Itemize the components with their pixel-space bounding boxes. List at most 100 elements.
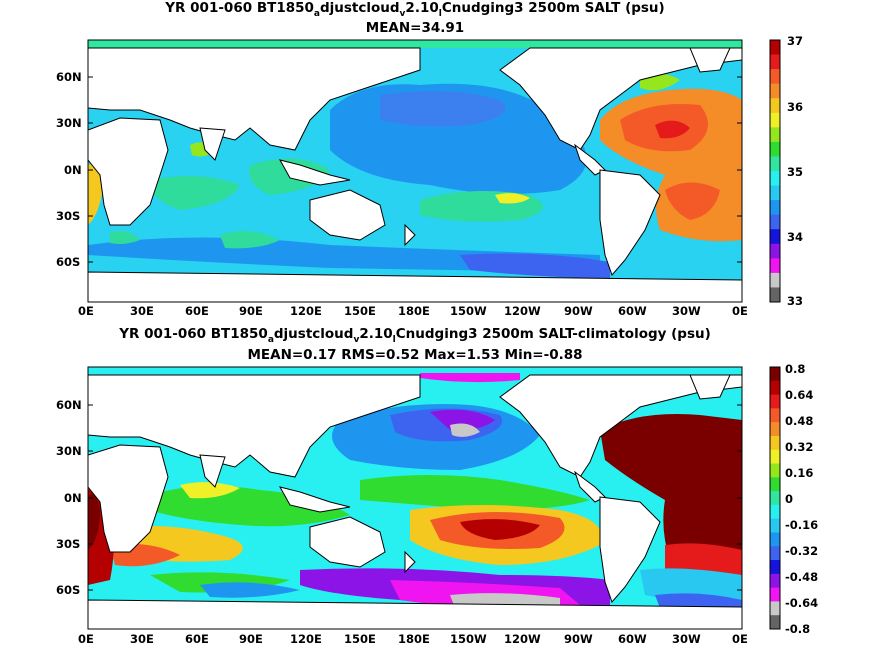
colorbar-segment — [770, 587, 780, 602]
panel1-subtitle: MEAN=34.91 — [365, 20, 465, 36]
panel1-lat-label-30n: 30N — [56, 116, 82, 130]
panel2-subtitle: MEAN=0.17 RMS=0.52 Max=1.53 Min=-0.88 — [247, 347, 583, 363]
colorbar-segment — [770, 394, 780, 409]
colorbar-segment — [770, 40, 780, 56]
colorbar-segment — [770, 287, 780, 303]
colorbar-frame — [769, 39, 781, 303]
colorbar-segment — [770, 185, 780, 201]
panel1-colorbar-label: 33 — [787, 294, 804, 308]
panel1-lon-label: 30E — [130, 304, 154, 318]
panel2-land — [88, 374, 742, 629]
colorbar-segment — [770, 601, 780, 616]
colorbar-frame — [769, 366, 781, 630]
colorbar-segment — [770, 69, 780, 85]
panel1-lon-label: 90E — [239, 304, 263, 318]
panel2-lat-label-30s: 30S — [56, 537, 81, 551]
colorbar-segment — [770, 491, 780, 506]
panel2-lon-label: 30E — [130, 632, 154, 646]
colorbar-segment — [770, 127, 780, 143]
panel1-frame — [87, 39, 743, 303]
colorbar-segment — [770, 258, 780, 274]
colorbar-segment — [770, 171, 780, 187]
panel2-colorbar-label: 0 — [785, 492, 794, 506]
colorbar-segment — [770, 83, 780, 99]
colorbar-segment — [770, 546, 780, 561]
colorbar-segment — [770, 54, 780, 70]
colorbar-segment — [770, 141, 780, 157]
panel1-colorbar — [769, 39, 781, 303]
colorbar-segment — [770, 504, 780, 520]
panel1-lon-label: 180E — [398, 304, 430, 318]
colorbar-segment — [770, 229, 780, 245]
panel2-lon-label: 30W — [672, 632, 701, 646]
panel1-map — [88, 40, 742, 302]
colorbar-segment — [770, 243, 780, 259]
colorbar-segment — [770, 98, 780, 114]
panel2-lon-label: 90E — [239, 632, 263, 646]
panel1-lon-label: 150E — [344, 304, 376, 318]
panel1-lon-label: 120E — [290, 304, 322, 318]
colorbar-segment — [770, 380, 780, 396]
panel1-lon-label: 0E — [732, 304, 748, 318]
panel1-lon-label: 30W — [672, 304, 701, 318]
panel2-lon-label: 60W — [618, 632, 647, 646]
colorbar-segment — [770, 532, 780, 547]
panel2-ticks — [88, 404, 742, 591]
panel2-colorbar-label: -0.64 — [785, 596, 819, 610]
panel1-land — [88, 47, 742, 302]
panel2-lon-label: 150E — [344, 632, 376, 646]
colorbar-segment — [770, 112, 780, 128]
colorbar-segment — [770, 408, 780, 423]
panel2-colorbar-label: 0.16 — [785, 466, 814, 480]
panel2-colorbar-label: 0.64 — [785, 388, 814, 402]
panel2-colorbar-label: -0.8 — [785, 622, 811, 636]
panel2-title: YR 001-060 BT1850adjustcloudv2.10lCnudgi… — [119, 326, 711, 345]
panel2-lon-label: 120W — [504, 632, 541, 646]
panel2-lon-label: 0E — [78, 632, 94, 646]
panel2-colorbar-label: -0.16 — [785, 518, 819, 532]
colorbar-segment — [770, 463, 780, 478]
panel2-map — [88, 367, 742, 629]
panel1-lon-label: 150W — [450, 304, 487, 318]
colorbar-segment — [770, 573, 780, 589]
colorbar-segment — [770, 367, 780, 382]
panel1-lon-label: 0E — [78, 304, 94, 318]
panel1-lat-label-30s: 30S — [56, 209, 81, 223]
panel1-ticks — [88, 76, 742, 263]
panel1-lon-label: 60E — [185, 304, 209, 318]
panel2-lon-label: 0E — [732, 632, 748, 646]
colorbar-segment — [770, 560, 780, 575]
panel1-colorbar-label: 37 — [787, 34, 804, 48]
colorbar-segment — [770, 449, 780, 465]
panel1-lon-label: 120W — [504, 304, 541, 318]
colorbar-segment — [770, 477, 780, 492]
panel2-lat-label-60n: 60N — [56, 398, 82, 412]
panel2-colorbar — [769, 366, 781, 630]
panel1-colorbar-label: 36 — [787, 100, 804, 114]
colorbar-segment — [770, 200, 780, 216]
panel1-colorbar-label: 35 — [787, 165, 804, 179]
panel2-lat-label-0n: 0N — [64, 491, 82, 505]
colorbar-segment — [770, 518, 780, 533]
panel2-lon-label: 150W — [450, 632, 487, 646]
panel1-lat-label-60s: 60S — [56, 255, 81, 269]
panel1-lat-label-60n: 60N — [56, 70, 82, 84]
colorbar-segment — [770, 435, 780, 451]
panel2-lat-label-60s: 60S — [56, 583, 81, 597]
colorbar-segment — [770, 615, 780, 630]
panel1-title: YR 001-060 BT1850adjustcloudv2.10lCnudgi… — [165, 0, 665, 19]
colorbar-segment — [770, 272, 780, 288]
panel2-lon-label: 60E — [185, 632, 209, 646]
panel2-lon-label: 120E — [290, 632, 322, 646]
panel1-colorbar-label: 34 — [787, 230, 804, 244]
colorbar-segment — [770, 422, 780, 437]
colorbar-segment — [770, 156, 780, 172]
panel1-lon-label: 60W — [618, 304, 647, 318]
colorbar-segment — [770, 214, 780, 230]
panel2-colorbar-label: -0.32 — [785, 544, 819, 558]
panel1-lon-label: 90W — [564, 304, 593, 318]
panel2-colorbar-label: -0.48 — [785, 570, 819, 584]
panel2-colorbar-label: 0.48 — [785, 414, 814, 428]
panel2-colorbar-label: 0.32 — [785, 440, 814, 454]
